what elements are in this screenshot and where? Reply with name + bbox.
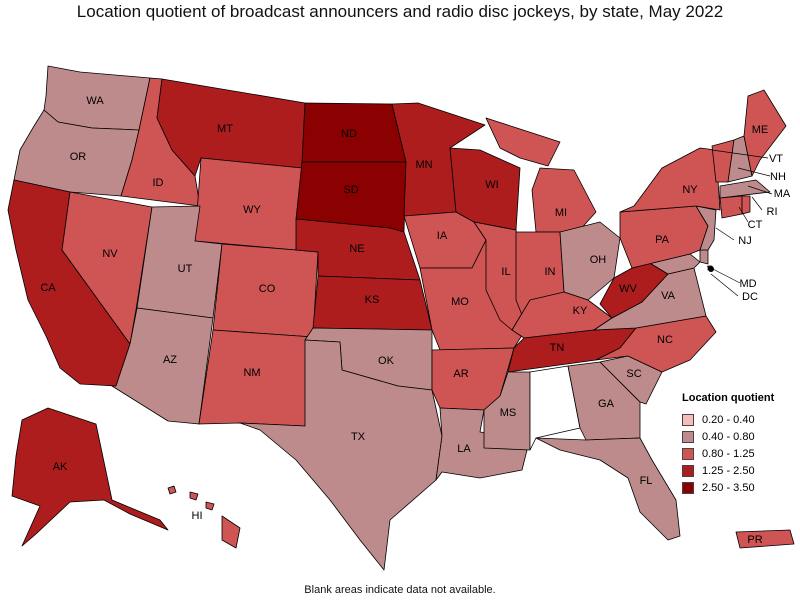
state-label-ri: RI (767, 206, 778, 218)
state-label-mi: MI (555, 207, 567, 219)
state-label-ny: NY (682, 184, 698, 196)
state-me[interactable] (743, 89, 787, 177)
legend: Location quotient 0.20 - 0.40 0.40 - 0.8… (682, 392, 798, 497)
state-label-in: IN (545, 266, 556, 278)
state-label-ar: AR (453, 368, 468, 380)
state-label-az: AZ (163, 354, 177, 366)
state-label-pa: PA (655, 234, 670, 246)
legend-swatch (682, 413, 694, 426)
leader-lines (706, 149, 773, 297)
legend-label: 1.25 - 2.50 (702, 464, 755, 477)
state-label-ky: KY (573, 305, 588, 317)
state-label-tx: TX (351, 431, 366, 443)
state-pr[interactable] (735, 529, 795, 549)
legend-label: 0.20 - 0.40 (702, 413, 755, 426)
state-label-ct: CT (748, 219, 763, 231)
state-label-mn: MN (415, 159, 432, 171)
legend-swatch (682, 481, 694, 494)
state-label-sc: SC (626, 368, 641, 380)
legend-title: Location quotient (682, 392, 775, 404)
state-label-nj: NJ (738, 235, 751, 247)
state-ak[interactable] (11, 407, 169, 547)
state-label-or: OR (70, 151, 87, 163)
state-de[interactable] (699, 249, 709, 265)
state-label-ia: IA (437, 230, 448, 242)
state-label-id: ID (153, 177, 164, 189)
state-co[interactable] (212, 243, 319, 338)
legend-swatch (682, 430, 694, 443)
state-label-md: MD (739, 278, 756, 290)
state-tx[interactable] (239, 339, 443, 571)
state-label-wy: WY (243, 204, 261, 216)
state-label-hi: HI (192, 510, 203, 522)
state-label-co: CO (259, 283, 276, 295)
state-label-nh: NH (770, 171, 786, 183)
legend-label: 0.80 - 1.25 (702, 447, 755, 460)
state-nj[interactable] (695, 205, 717, 251)
state-az[interactable] (111, 307, 214, 425)
state-label-wv: WV (619, 283, 637, 295)
state-label-nd: ND (341, 128, 357, 140)
state-label-mt: MT (217, 123, 233, 135)
state-label-va: VA (661, 290, 676, 302)
state-label-mo: MO (451, 296, 469, 308)
state-label-ne: NE (349, 243, 364, 255)
state-hi[interactable] (167, 485, 241, 549)
state-ma[interactable] (719, 179, 771, 199)
state-label-ca: CA (40, 282, 56, 294)
state-ct[interactable] (719, 195, 743, 219)
state-nc[interactable] (595, 315, 717, 373)
state-label-tn: TN (550, 342, 565, 354)
state-label-ga: GA (598, 398, 615, 410)
legend-item: 0.80 - 1.25 (682, 446, 798, 461)
legend-swatch (682, 464, 694, 477)
states-layer (7, 65, 795, 571)
legend-label: 2.50 - 3.50 (702, 481, 755, 494)
legend-item: 2.50 - 3.50 (682, 480, 798, 495)
state-label-ak: AK (53, 461, 68, 473)
state-label-pr: PR (747, 534, 762, 546)
state-label-vt: VT (769, 153, 783, 165)
state-label-nc: NC (657, 334, 673, 346)
state-al[interactable] (529, 365, 581, 451)
legend-item: 0.40 - 0.80 (682, 429, 798, 444)
state-label-il: IL (501, 266, 510, 278)
legend-item: 0.20 - 0.40 (682, 412, 798, 427)
state-label-ut: UT (178, 263, 193, 275)
state-sc[interactable] (599, 355, 663, 405)
state-label-ma: MA (774, 188, 791, 200)
state-label-wi: WI (485, 179, 498, 191)
state-label-wa: WA (86, 95, 104, 107)
state-ri[interactable] (741, 195, 751, 215)
state-label-ok: OK (378, 355, 395, 367)
state-label-oh: OH (590, 254, 607, 266)
legend-swatch (682, 447, 694, 460)
state-label-nm: NM (243, 367, 260, 379)
state-ny[interactable] (619, 147, 721, 213)
state-label-nv: NV (102, 248, 118, 260)
state-label-fl: FL (640, 475, 653, 487)
state-label-ks: KS (365, 294, 380, 306)
state-label-sd: SD (343, 184, 358, 196)
state-fl[interactable] (535, 437, 681, 541)
footnote: Blank areas indicate data not available. (304, 584, 496, 596)
legend-item: 1.25 - 2.50 (682, 463, 798, 478)
state-label-me: ME (752, 124, 769, 136)
state-label-dc: DC (742, 291, 758, 303)
state-la[interactable] (435, 407, 531, 481)
map-title: Location quotient of broadcast announcer… (76, 2, 724, 21)
state-label-la: LA (457, 443, 471, 455)
labels-layer: WA OR CA NV ID MT WY UT AZ CO NM ND SD NE KS OK TX MN IA MO… (40, 95, 791, 546)
legend-label: 0.40 - 0.80 (702, 430, 755, 443)
state-label-ms: MS (500, 407, 517, 419)
